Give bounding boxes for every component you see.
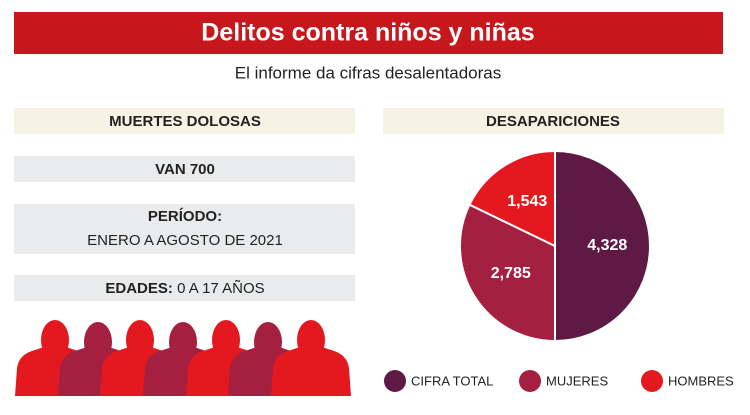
person-head bbox=[212, 320, 240, 360]
person-head bbox=[297, 320, 325, 360]
ages-line: EDADES: 0 A 17 AÑOS bbox=[105, 280, 264, 297]
legend: CIFRA TOTAL MUJERES HOMBRES bbox=[384, 370, 734, 392]
pie-slice bbox=[459, 203, 556, 343]
chart-title: DESAPARICIONES bbox=[486, 113, 620, 130]
people-icons bbox=[15, 320, 351, 396]
person-head bbox=[84, 322, 112, 362]
person-head bbox=[254, 322, 282, 362]
left-heading: MUERTES DOLOSAS bbox=[109, 113, 261, 130]
pie-slice bbox=[468, 149, 556, 248]
person-head bbox=[41, 320, 69, 360]
subtitle: El informe da cifras desalentadoras bbox=[235, 63, 501, 82]
period-label: PERÍODO: bbox=[148, 208, 222, 225]
count: VAN 700 bbox=[155, 161, 215, 178]
person bbox=[271, 346, 351, 396]
legend-swatch bbox=[641, 370, 663, 392]
pie: 4,328 2,785 1,543 bbox=[459, 149, 651, 343]
legend-swatch bbox=[519, 370, 541, 392]
legend-label: MUJERES bbox=[546, 373, 608, 388]
panel bbox=[383, 108, 724, 134]
legend-label: HOMBRES bbox=[668, 373, 734, 388]
period: ENERO A AGOSTO DE 2021 bbox=[87, 232, 283, 249]
person-head bbox=[126, 320, 154, 360]
value-label: 2,785 bbox=[491, 265, 531, 282]
panel bbox=[14, 204, 355, 254]
panel bbox=[14, 108, 355, 134]
ages-label: EDADES: bbox=[105, 280, 173, 297]
value-label: 1,543 bbox=[507, 193, 547, 210]
title: Delitos contra niños y niñas bbox=[201, 19, 534, 47]
panel bbox=[14, 156, 355, 182]
panel bbox=[14, 275, 355, 301]
legend-swatch bbox=[384, 370, 406, 392]
person-head bbox=[169, 322, 197, 362]
title-bar bbox=[14, 12, 723, 54]
pie-slice bbox=[554, 149, 651, 343]
ages: 0 A 17 AÑOS bbox=[177, 280, 265, 297]
legend-label: CIFRA TOTAL bbox=[411, 373, 493, 388]
value-label: 4,328 bbox=[587, 237, 627, 254]
